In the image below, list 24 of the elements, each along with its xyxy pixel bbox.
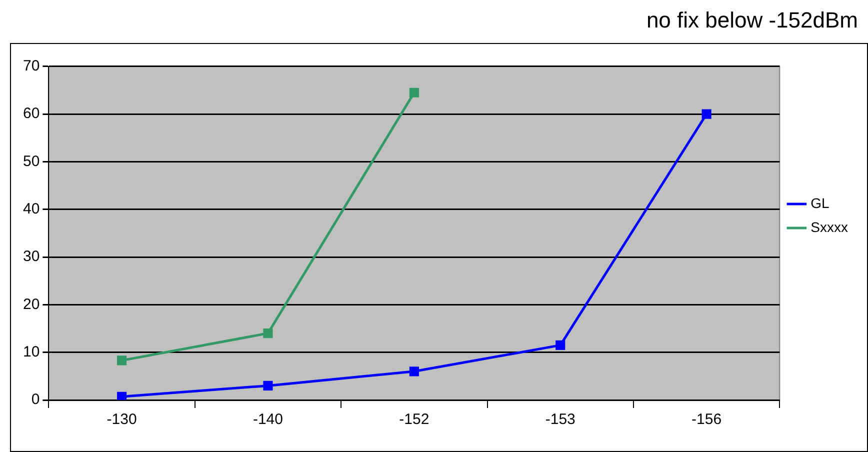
x-tick-label: -152 [399, 411, 430, 428]
chart-title: no fix below -152dBm [646, 7, 858, 32]
y-tick-label: 10 [22, 343, 40, 360]
point [409, 88, 419, 98]
point [409, 366, 419, 376]
x-tick-label: -140 [252, 411, 283, 428]
x-tick-label: -153 [545, 411, 576, 428]
y-tick-label: 70 [22, 58, 40, 75]
x-tick-label: -130 [106, 411, 137, 428]
point [263, 380, 273, 390]
legend-label: GL [810, 194, 830, 211]
y-tick-label: 40 [22, 200, 40, 218]
y-tick-label: 60 [22, 105, 40, 122]
y-tick-label: 30 [22, 248, 40, 266]
point [116, 392, 127, 400]
point [556, 340, 566, 350]
y-tick-label: 20 [22, 296, 40, 313]
point [116, 356, 127, 366]
y-tick-label: 0 [31, 391, 40, 408]
point [263, 328, 273, 338]
x-tick-label: -156 [692, 411, 722, 428]
point [702, 109, 712, 119]
legend-label: Sxxxx [810, 218, 848, 235]
y-tick-label: 50 [22, 152, 40, 170]
